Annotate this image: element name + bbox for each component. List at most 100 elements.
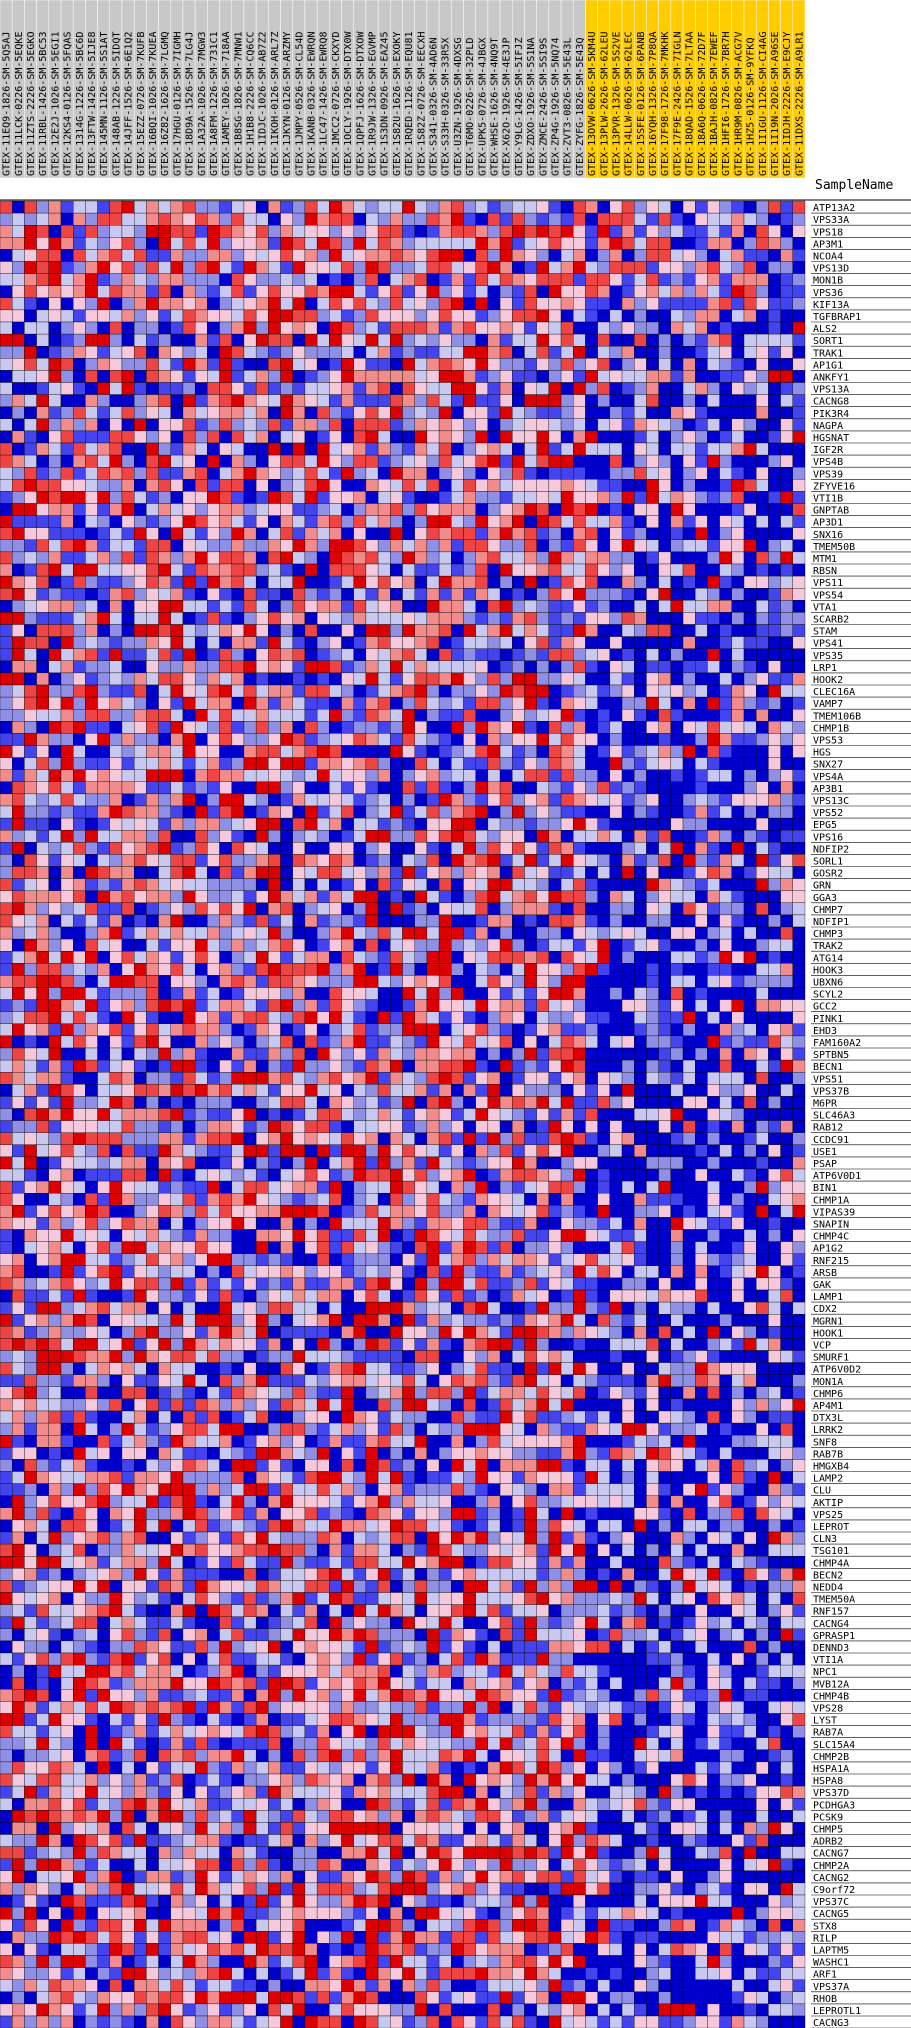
heatmap-cell — [158, 721, 171, 734]
heatmap-cell — [451, 551, 464, 565]
heatmap-cell — [731, 987, 745, 1000]
heatmap-cell — [768, 987, 781, 1000]
heatmap-cell — [731, 624, 745, 637]
heatmap-cell — [634, 394, 647, 407]
heatmap-cell — [60, 406, 74, 419]
heatmap-cell — [719, 600, 732, 613]
heatmap-cell — [670, 709, 684, 722]
heatmap-cell — [24, 467, 37, 480]
heatmap-cell — [609, 866, 623, 879]
heatmap-cell — [304, 636, 318, 649]
heatmap-cell — [73, 612, 86, 625]
heatmap-cell — [597, 926, 611, 940]
heatmap-cell — [243, 309, 257, 323]
heatmap-cell — [292, 781, 306, 795]
heatmap-cell — [36, 370, 49, 383]
heatmap-cell — [219, 624, 232, 637]
heatmap-cell — [48, 1035, 62, 1049]
heatmap-cell — [695, 805, 708, 819]
heatmap-cell — [353, 817, 367, 831]
heatmap-cell — [670, 624, 684, 637]
heatmap-cell — [475, 999, 489, 1012]
heatmap-cell — [475, 503, 489, 516]
heatmap-cell — [158, 551, 171, 565]
heatmap-cell — [670, 660, 684, 674]
heatmap-cell — [121, 1011, 135, 1024]
heatmap-cell — [48, 999, 62, 1012]
heatmap-cell — [85, 709, 98, 722]
heatmap-cell — [48, 987, 62, 1000]
heatmap-cell — [499, 914, 513, 928]
heatmap-cell — [109, 721, 123, 734]
heatmap-cell — [621, 551, 635, 565]
heatmap-cell — [60, 781, 74, 795]
heatmap-cell — [268, 285, 281, 298]
heatmap-cell — [768, 684, 781, 698]
heatmap-cell — [524, 515, 537, 528]
heatmap-cell — [292, 1059, 306, 1073]
heatmap-cell — [463, 503, 476, 516]
heatmap-cell — [353, 975, 367, 988]
heatmap-cell — [353, 733, 367, 746]
heatmap-cell — [219, 212, 232, 226]
heatmap-cell — [316, 297, 330, 311]
heatmap-cell — [60, 769, 74, 782]
heatmap-cell — [609, 648, 623, 661]
heatmap-cell — [158, 454, 171, 468]
heatmap-cell — [438, 430, 452, 444]
heatmap-cell — [207, 249, 220, 262]
heatmap-cell — [743, 394, 757, 407]
heatmap-cell — [268, 261, 281, 274]
heatmap-cell — [133, 346, 147, 359]
heatmap-cell — [268, 430, 281, 444]
heatmap-cell — [353, 805, 367, 819]
heatmap-cell — [304, 394, 318, 407]
heatmap-cell — [36, 842, 49, 855]
heatmap-cell — [414, 600, 428, 613]
heatmap-cell — [377, 951, 391, 964]
heatmap-cell — [707, 406, 720, 419]
heatmap-cell — [316, 793, 330, 807]
heatmap-cell — [695, 1035, 708, 1049]
heatmap-cell — [499, 757, 513, 770]
heatmap-cell — [341, 926, 354, 940]
heatmap-cell — [780, 866, 793, 879]
heatmap-cell — [475, 624, 489, 637]
heatmap-cell — [182, 926, 196, 940]
heatmap-cell — [634, 987, 647, 1000]
heatmap-cell — [438, 273, 452, 286]
heatmap-cell — [548, 987, 562, 1000]
heatmap-cell — [463, 866, 476, 879]
heatmap-cell — [719, 515, 732, 528]
heatmap-cell — [463, 721, 476, 734]
heatmap-cell — [292, 721, 306, 734]
column-label: GTEX-ZVT3-0826-SM-5E43L — [563, 38, 574, 176]
heatmap-cell — [548, 914, 562, 928]
heatmap-cell — [377, 575, 391, 589]
heatmap-cell — [341, 285, 354, 298]
heatmap-cell — [365, 225, 379, 238]
heatmap-cell — [316, 503, 330, 516]
heatmap-cell — [646, 624, 659, 637]
heatmap-cell — [219, 951, 232, 964]
heatmap-cell — [658, 769, 672, 782]
heatmap-cell — [658, 382, 672, 395]
heatmap-cell — [194, 696, 208, 710]
heatmap-cell — [780, 309, 793, 323]
heatmap-cell — [133, 672, 147, 686]
heatmap-cell — [792, 817, 806, 831]
heatmap-cell — [463, 1047, 476, 1061]
heatmap-cell — [719, 491, 732, 504]
heatmap-cell — [48, 309, 62, 323]
heatmap-cell — [780, 418, 793, 432]
heatmap-cell — [268, 394, 281, 407]
heatmap-cell — [219, 1011, 232, 1024]
heatmap-cell — [316, 745, 330, 758]
heatmap-cell — [255, 999, 269, 1012]
heatmap-cell — [402, 321, 415, 335]
heatmap-cell — [268, 830, 281, 843]
heatmap-cell — [426, 527, 440, 540]
heatmap-cell — [207, 938, 220, 952]
heatmap-cell — [768, 999, 781, 1012]
heatmap-cell — [451, 830, 464, 843]
